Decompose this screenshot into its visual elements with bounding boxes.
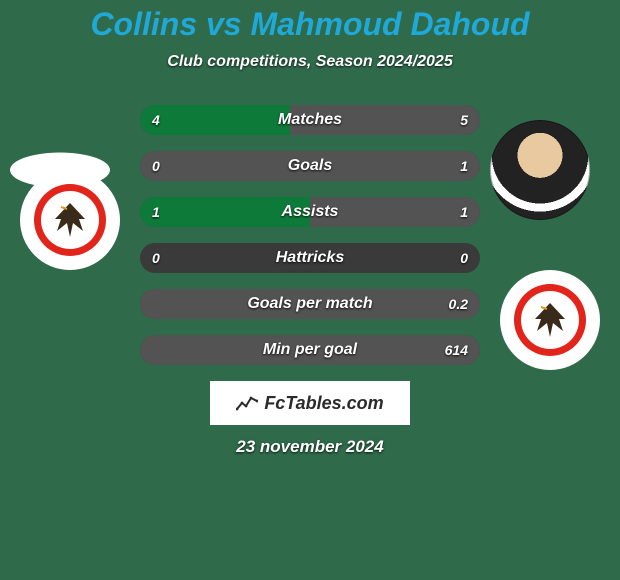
stat-label: Goals per match (247, 295, 372, 313)
stat-right-value: 1 (460, 204, 468, 220)
eagle-badge-left (34, 184, 106, 256)
brand-text: FcTables.com (264, 393, 383, 414)
stat-label: Assists (282, 203, 339, 221)
stat-label: Min per goal (263, 341, 357, 359)
stat-left-value: 0 (152, 250, 160, 266)
stat-right-value: 0.2 (449, 296, 468, 312)
subtitle: Club competitions, Season 2024/2025 (0, 53, 620, 71)
comparison-card: Collins vs Mahmoud Dahoud Club competiti… (0, 0, 620, 580)
stat-label: Hattricks (276, 249, 344, 267)
stat-label: Goals (288, 157, 332, 175)
stats-list: 4 5 Matches 0 1 Goals 1 1 Assists 0 0 Hattricks 0.2 G… (140, 105, 480, 365)
stat-row: 614 Min per goal (140, 335, 480, 365)
stat-row: 0 0 Hattricks (140, 243, 480, 273)
club-right-badge (500, 270, 600, 370)
eagle-icon (527, 297, 573, 343)
stat-row: 1 1 Assists (140, 197, 480, 227)
chart-icon (236, 395, 258, 411)
stat-left-value: 0 (152, 158, 160, 174)
stat-left-value: 4 (152, 112, 160, 128)
eagle-icon (47, 197, 93, 243)
stat-row: 4 5 Matches (140, 105, 480, 135)
stat-right-value: 5 (460, 112, 468, 128)
stat-right-value: 0 (460, 250, 468, 266)
stat-row: 0 1 Goals (140, 151, 480, 181)
stat-right-value: 1 (460, 158, 468, 174)
stat-label: Matches (278, 111, 342, 129)
eagle-badge-right (514, 284, 586, 356)
brand-box: FcTables.com (210, 381, 410, 425)
page-title: Collins vs Mahmoud Dahoud (0, 6, 620, 43)
footer-date: 23 november 2024 (0, 437, 620, 457)
stat-row: 0.2 Goals per match (140, 289, 480, 319)
stat-left-value: 1 (152, 204, 160, 220)
club-left-badge (20, 170, 120, 270)
player-right-avatar (490, 120, 590, 220)
stat-left-fill (140, 105, 290, 135)
stat-right-value: 614 (445, 342, 468, 358)
